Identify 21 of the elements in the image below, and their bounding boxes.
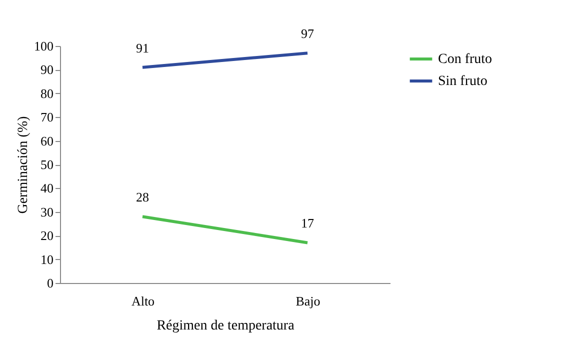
y-tick-label: 10 [40, 252, 54, 267]
y-tick-label: 60 [40, 133, 54, 148]
y-tick-label: 70 [40, 110, 54, 125]
x-axis-title: Régimen de temperatura [156, 318, 296, 334]
x-tick-label: Alto [131, 294, 155, 308]
y-tick-label: 20 [40, 228, 54, 244]
data-label: 28 [136, 190, 149, 205]
y-tick-label: 50 [40, 157, 54, 172]
y-tick-label: 30 [40, 204, 54, 220]
x-tick-label: Bajo [296, 294, 320, 308]
data-label: 17 [301, 216, 314, 231]
data-label: 91 [136, 40, 149, 56]
y-tick-label: 80 [40, 86, 54, 101]
data-label: 97 [301, 26, 314, 42]
y-tick-label: 0 [47, 276, 54, 290]
y-tick-label: 100 [34, 38, 54, 54]
y-tick-label: 90 [40, 62, 54, 78]
y-axis-title: Germinación (%) [16, 116, 31, 214]
y-tick-label: 40 [40, 180, 54, 196]
legend-label: Con fruto [438, 52, 492, 67]
legend-label: Sin fruto [438, 74, 488, 89]
